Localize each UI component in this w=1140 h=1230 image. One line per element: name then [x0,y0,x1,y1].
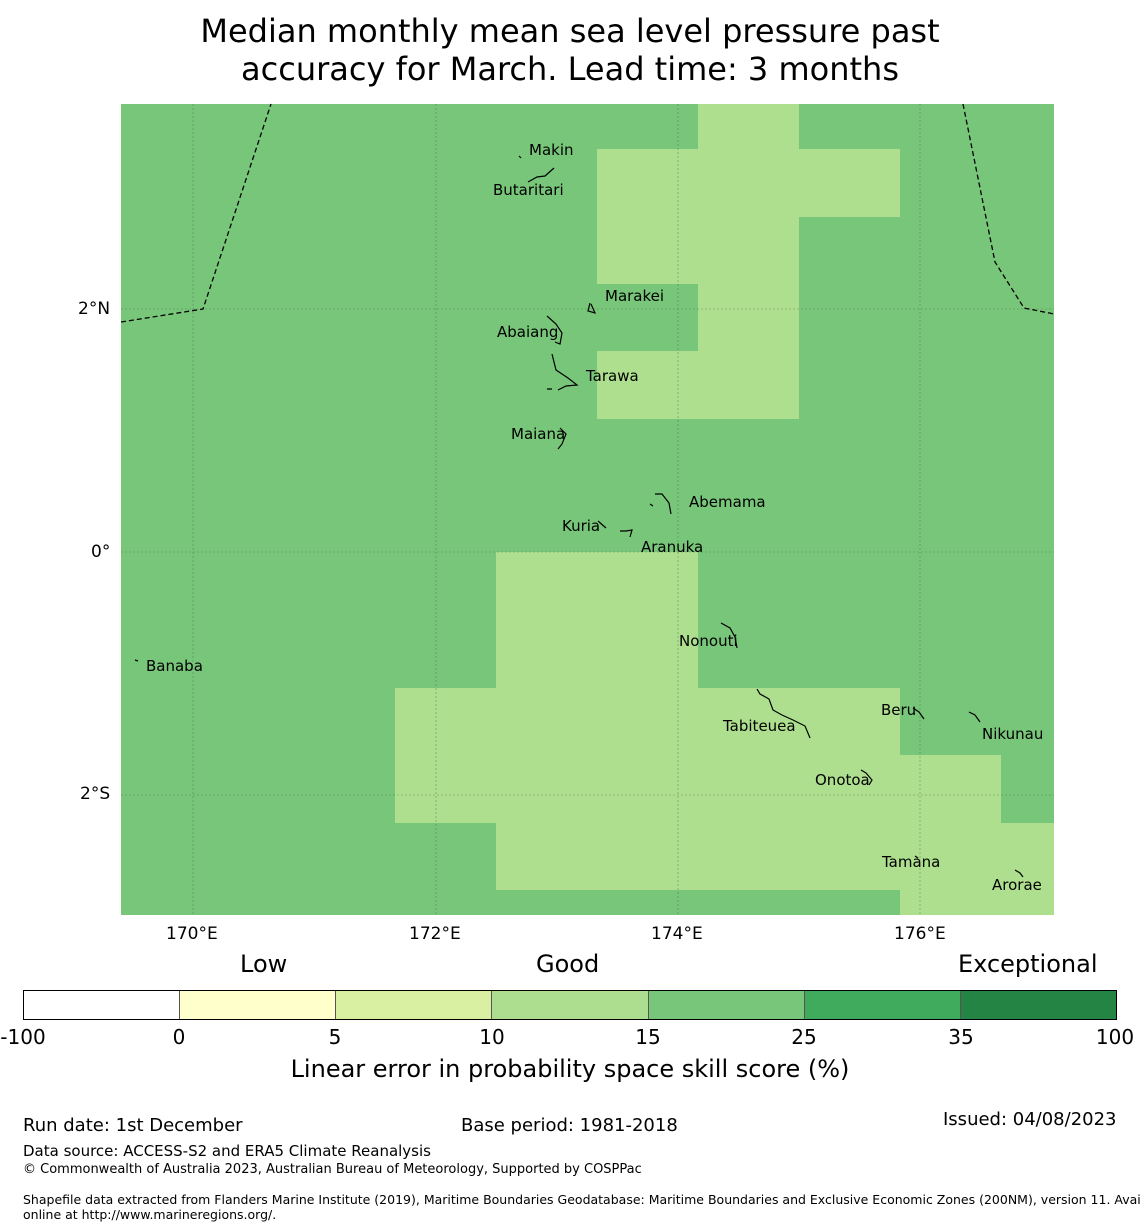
island-label-beru: Beru [881,701,916,719]
lat-tick-0: 0° [91,542,111,562]
island-label-maiana: Maiana [511,425,565,443]
colorbar-segment [180,991,337,1019]
island-label-arorae: Arorae [992,876,1042,894]
abaiang-outline [546,315,563,345]
category-low: Low [240,950,288,978]
island-label-abaiang: Abaiang [497,323,558,341]
chart-title: Median monthly mean sea level pressure p… [0,12,1140,88]
skill-cell-10-15 [698,284,799,351]
island-label-butaritari: Butaritari [493,181,564,199]
skill-grid [121,104,1054,915]
island-label-makin: Makin [529,141,574,159]
colorbar-segment [24,991,181,1019]
colorbar-tick: 0 [172,1025,186,1049]
island-label-kuria: Kuria [562,517,600,535]
island-label-tamana: Tamana [881,853,940,871]
skill-cell-10-15 [395,755,1001,823]
tarawa-outline [547,353,579,391]
colorbar-segment [492,991,649,1019]
nonouti-outline [720,622,738,649]
category-exceptional: Exceptional [958,950,1098,978]
colorbar-label: Linear error in probability space skill … [290,1055,850,1083]
skill-cell-10-15 [395,688,900,755]
colorbar-tick: 100 [1095,1025,1135,1049]
island-label-tabiteuea: Tabiteuea [722,717,796,735]
butaritari-outline [527,167,555,183]
skill-cell-10-15 [597,351,799,419]
eez-boundary-east [962,103,1055,315]
abemama-outline [649,493,672,515]
island-label-banaba: Banaba [146,657,203,675]
makin-outline [518,155,522,159]
colorbar-tick: 25 [791,1025,817,1049]
island-label-nonouti: Nonouti [679,632,738,650]
island-label-onotoa: Onotoa [815,771,870,789]
title-line-1: Median monthly mean sea level pressure p… [200,12,940,50]
island-labels: Makin Butaritari Marakei Abaiang Tarawa … [146,141,1043,894]
nikunau-outline [968,711,981,723]
tabiteuea-outline [756,688,811,739]
lon-tick-172e: 172°E [409,924,461,944]
shapefile-credit: Shapefile data extracted from Flanders M… [23,1192,1140,1222]
colorbar [23,990,1117,1020]
colorbar-segment [648,991,805,1019]
island-label-tarawa: Tarawa [585,367,639,385]
colorbar-segment [336,991,493,1019]
data-source: Data source: ACCESS-S2 and ERA5 Climate … [23,1142,431,1160]
run-date: Run date: 1st December [23,1115,243,1136]
lat-tick-2s: 2°S [80,784,111,804]
copyright: © Commonwealth of Australia 2023, Austra… [23,1162,642,1177]
marakei-outline [587,302,597,314]
shapefile-credit-line-2: online at http://www.marineregions.org/. [23,1207,277,1222]
lon-tick-176e: 176°E [894,924,946,944]
island-label-nikunau: Nikunau [982,725,1043,743]
skill-cell-10-15 [496,823,900,890]
island-label-marakei: Marakei [605,287,664,305]
maiana-outline [557,427,567,450]
category-good: Good [536,950,600,978]
skill-cell-10-15 [597,149,900,217]
issued-date: Issued: 04/08/2023 [943,1109,1117,1130]
graticule [121,104,1054,915]
lon-tick-170e: 170°E [166,924,218,944]
skill-map: Makin Butaritari Marakei Abaiang Tarawa … [120,103,1055,915]
colorbar-tick: 5 [328,1025,342,1049]
banaba-outline [134,659,139,662]
tamana-outline [914,855,919,859]
skill-cell-10-15 [597,217,799,284]
colorbar-segment [804,991,961,1019]
base-period: Base period: 1981-2018 [461,1115,678,1136]
onotoa-outline [860,769,873,786]
eez-boundaries [120,103,1055,323]
lon-tick-174e: 174°E [651,924,703,944]
skill-cell-10-15 [900,823,1054,915]
title-line-2: accuracy for March. Lead time: 3 months [241,50,899,88]
colorbar-tick: 10 [479,1025,505,1049]
colorbar-tick: 35 [948,1025,974,1049]
island-label-abemama: Abemama [689,493,766,511]
colorbar-segment [960,991,1116,1019]
arorae-outline [1014,869,1024,878]
island-outlines [134,155,1024,878]
kuria-outline [597,520,633,538]
island-label-aranuka: Aranuka [641,538,703,556]
shapefile-credit-line-1: Shapefile data extracted from Flanders M… [23,1192,1140,1207]
skill-cell-10-15 [698,104,799,149]
skill-cell-10-15 [496,552,698,688]
beru-outline [912,707,925,720]
colorbar-tick: -100 [0,1025,46,1049]
colorbar-tick: 15 [635,1025,661,1049]
eez-boundary-west [120,103,272,323]
lat-tick-2n: 2°N [78,299,111,319]
